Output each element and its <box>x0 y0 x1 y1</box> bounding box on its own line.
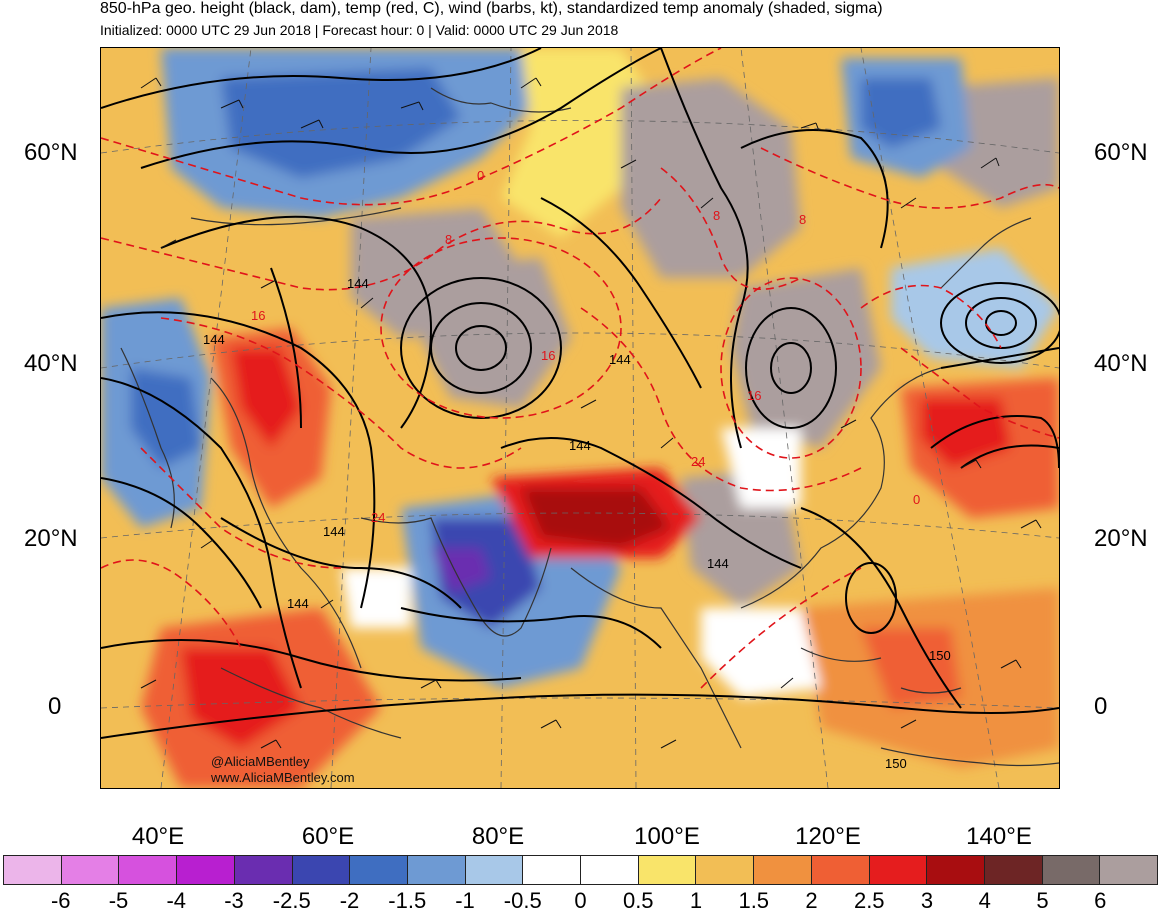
colorbar-label: -0.5 <box>503 888 542 913</box>
colorbar-label: 4 <box>978 888 991 913</box>
map-title: 850-hPa geo. height (black, dam), temp (… <box>100 0 883 17</box>
temp-label: 8 <box>445 232 452 247</box>
lat-label-right: 40°N <box>1094 350 1148 377</box>
map-subtitle: Initialized: 0000 UTC 29 Jun 2018 | Fore… <box>100 22 619 38</box>
lon-label: 140°E <box>966 823 1032 850</box>
lon-label: 120°E <box>795 823 861 850</box>
lat-label-right: 60°N <box>1094 139 1148 166</box>
graticule <box>101 48 1059 788</box>
lat-label-right: 20°N <box>1094 525 1148 552</box>
colorbar-swatch <box>464 855 523 885</box>
anomaly-shading <box>101 48 1059 788</box>
colorbar-swatch <box>406 855 465 885</box>
lat-label-left: 20°N <box>24 525 78 552</box>
wind-barbs <box>140 77 1042 749</box>
colorbar-swatch <box>176 855 234 885</box>
temp-label: 0 <box>913 492 920 507</box>
colorbar-label: 2 <box>805 888 818 913</box>
coastlines <box>120 87 1059 767</box>
colorbar-label: -4 <box>166 888 187 913</box>
colorbar-swatch <box>522 855 581 885</box>
colorbar-swatch <box>349 855 407 885</box>
height-label: 144 <box>609 352 631 367</box>
height-label: 150 <box>929 648 951 663</box>
colorbar-swatch <box>983 855 1042 885</box>
lon-label: 60°E <box>301 823 355 850</box>
colorbar-swatch <box>291 855 350 885</box>
colorbar-label: -3 <box>224 888 244 913</box>
colorbar-swatch <box>1041 855 1100 885</box>
temperature-contours <box>101 48 1059 689</box>
lon-label: 80°E <box>471 823 525 850</box>
colorbar-swatch <box>810 855 869 885</box>
temp-label: 8 <box>799 212 806 227</box>
colorbar-swatch <box>637 855 696 885</box>
colorbar-label: 5 <box>1036 888 1049 913</box>
lon-label: 100°E <box>634 823 700 850</box>
temp-label: 16 <box>747 388 761 403</box>
map-canvas: 144 150 144 144 144 144 144 144 144 150 … <box>101 48 1059 788</box>
colorbar-label: 0.5 <box>622 888 654 913</box>
height-label: 144 <box>569 438 591 453</box>
height-label: 144 <box>707 556 729 571</box>
colorbar-label: -1.5 <box>388 888 427 913</box>
credit-site: www.AliciaMBentley.com <box>211 770 355 785</box>
lat-label-left: 40°N <box>24 350 78 377</box>
temp-label: 8 <box>713 208 720 223</box>
credit-handle: @AliciaMBentley <box>211 754 310 769</box>
colorbar-swatch <box>3 855 61 885</box>
height-label: 150 <box>885 756 907 771</box>
lat-label-left: 0 <box>48 693 62 720</box>
colorbar-label: 6 <box>1094 888 1107 913</box>
colorbar-swatch <box>695 855 754 885</box>
colorbar-label: -1 <box>455 888 475 913</box>
colorbar-swatch <box>580 855 638 885</box>
colorbar-swatch <box>118 855 177 885</box>
colorbar-swatch <box>926 855 984 885</box>
colorbar-label: 1 <box>689 888 703 913</box>
colorbar-swatch <box>753 855 811 885</box>
colorbar-label: -5 <box>108 888 129 913</box>
height-label: 144 <box>203 332 225 347</box>
colorbar-label: -2 <box>339 888 360 913</box>
colorbar-swatch <box>868 855 927 885</box>
temp-label: 24 <box>691 454 705 469</box>
colorbar-label: 3 <box>920 888 934 913</box>
lon-label: 40°E <box>131 823 185 850</box>
colorbar-label: 0 <box>574 888 587 913</box>
temp-label: 24 <box>371 510 385 525</box>
colorbar-label: -6 <box>50 888 71 913</box>
temperature-labels: 0 8 8 8 16 16 16 24 24 0 <box>251 168 920 525</box>
height-contours <box>101 48 1059 739</box>
height-label: 144 <box>347 276 369 291</box>
temp-label: 16 <box>541 348 555 363</box>
height-labels: 144 150 144 144 144 144 144 144 144 150 … <box>203 276 951 771</box>
forecast-map: 144 150 144 144 144 144 144 144 144 150 … <box>100 47 1060 789</box>
colorbar-label: 2.5 <box>853 888 885 913</box>
colorbar-label: 1.5 <box>738 888 770 913</box>
lat-label-right: 0 <box>1094 693 1108 720</box>
anomaly-colorbar <box>3 855 1159 885</box>
colorbar-swatch <box>233 855 292 885</box>
colorbar-swatch <box>1099 855 1159 885</box>
colorbar-swatch <box>60 855 119 885</box>
height-label: 144 <box>287 596 309 611</box>
height-label: 144 <box>323 524 345 539</box>
temp-label: 0 <box>477 168 484 183</box>
colorbar-label: -2.5 <box>272 888 311 913</box>
temp-label: 16 <box>251 308 265 323</box>
lat-label-left: 60°N <box>24 139 78 166</box>
